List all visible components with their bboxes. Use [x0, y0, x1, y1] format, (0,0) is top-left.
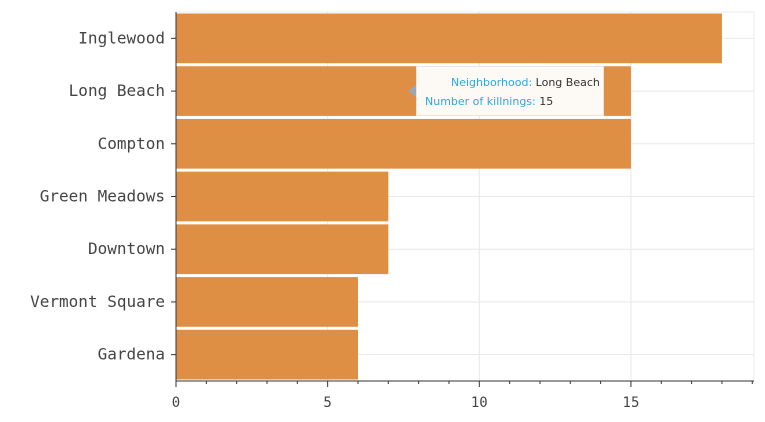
category-label: Vermont Square — [30, 292, 165, 311]
axes: 0 5 10 15 — [171, 12, 754, 411]
bar[interactable] — [176, 277, 358, 327]
bar[interactable] — [176, 171, 389, 222]
bar[interactable] — [176, 329, 358, 380]
category-label: Green Meadows — [40, 187, 165, 206]
x-tick-label: 0 — [172, 395, 180, 411]
bar[interactable] — [176, 118, 631, 169]
x-tick-label: 10 — [471, 395, 488, 411]
category-label: Downtown — [88, 239, 165, 258]
bar[interactable] — [176, 13, 722, 64]
tooltip-row-killnings: Number of killnings: 15 — [425, 92, 595, 111]
x-tick-label: 5 — [323, 395, 331, 411]
category-label: Gardena — [98, 345, 165, 364]
bar[interactable] — [176, 224, 389, 275]
category-labels: Inglewood Long Beach Compton Green Meadows D… — [30, 28, 165, 363]
category-label: Long Beach — [69, 81, 165, 100]
tooltip-key-neighborhood: Neighborhood: — [451, 76, 533, 89]
x-tick-label: 15 — [623, 395, 640, 411]
hover-tooltip: Neighborhood: Long Beach Number of killn… — [416, 66, 604, 116]
category-label: Compton — [98, 134, 165, 153]
tooltip-row-neighborhood: Neighborhood: Long Beach — [425, 73, 600, 92]
category-label: Inglewood — [78, 28, 165, 47]
tooltip-value-neighborhood: Long Beach — [535, 76, 600, 89]
tooltip-value-killnings: 15 — [539, 95, 554, 108]
tooltip-arrow — [408, 85, 416, 97]
tooltip-key-killnings: Number of killnings: — [425, 95, 536, 108]
